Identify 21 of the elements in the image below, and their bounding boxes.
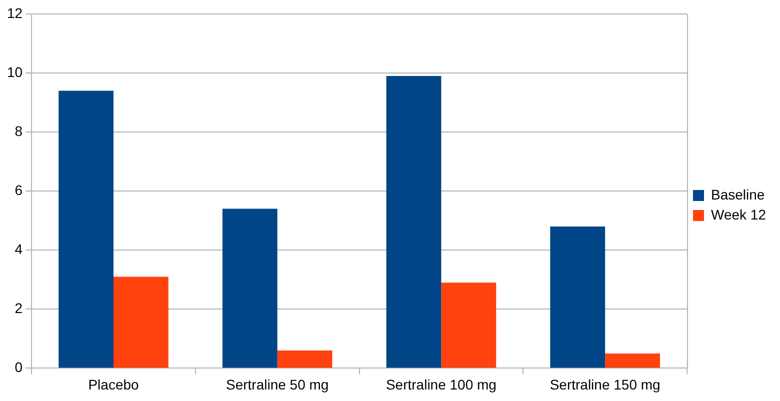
- legend-label: Week 12: [711, 206, 766, 222]
- bar: [114, 276, 168, 368]
- bar: [441, 282, 496, 368]
- y-tick-label: 2: [14, 300, 23, 316]
- y-tick-label: 12: [6, 4, 23, 21]
- bar: [58, 90, 114, 368]
- y-tick-label: 4: [14, 240, 23, 257]
- bar: [222, 208, 278, 368]
- bar: [605, 353, 660, 368]
- legend-label: Baseline: [711, 186, 765, 202]
- y-tick-label: 6: [14, 182, 23, 198]
- y-tick-label: 0: [14, 359, 23, 376]
- bar: [277, 350, 332, 368]
- x-tick-label: Sertraline 150 mg: [550, 376, 660, 392]
- y-tick-label: 8: [14, 122, 23, 139]
- bar: [550, 226, 606, 368]
- y-tick-label: 10: [6, 64, 23, 80]
- x-tick-label: Sertraline 100 mg: [386, 376, 496, 392]
- x-tick-label: Sertraline 50 mg: [226, 376, 329, 392]
- bar: [386, 76, 442, 368]
- x-tick-label: Placebo: [88, 376, 140, 392]
